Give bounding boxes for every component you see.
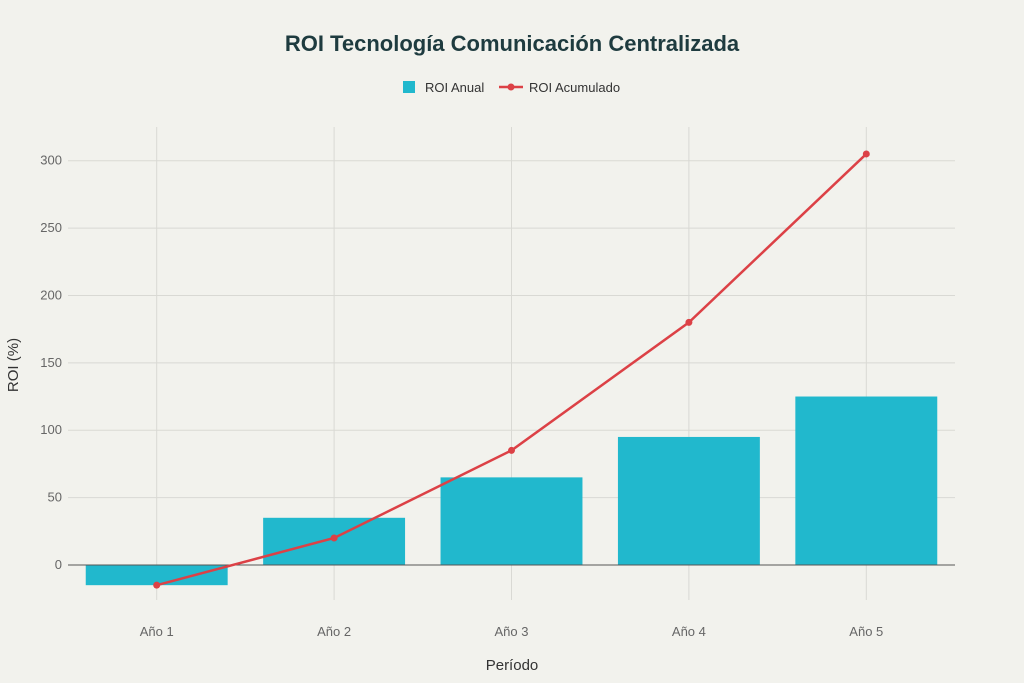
point-roi-acumulado xyxy=(153,581,161,589)
x-tick-label: Año 2 xyxy=(317,624,351,639)
y-tick-label: 300 xyxy=(40,153,62,168)
y-tick-label: 150 xyxy=(40,355,62,370)
y-tick-label: 50 xyxy=(48,490,62,505)
bar-roi-anual xyxy=(795,396,938,565)
point-roi-acumulado xyxy=(862,150,870,158)
legend-marker-roi-acumulado xyxy=(507,83,515,91)
point-roi-acumulado xyxy=(508,446,515,454)
x-tick-label: Año 1 xyxy=(140,624,174,639)
x-tick-label: Año 5 xyxy=(849,624,883,639)
bar-roi-anual xyxy=(440,477,583,565)
y-tick-label: 250 xyxy=(40,220,62,235)
chart-title: ROI Tecnología Comunicación Centralizada xyxy=(285,31,740,56)
legend-label-roi-anual: ROI Anual xyxy=(425,80,484,95)
y-tick-label: 200 xyxy=(40,287,62,302)
legend-swatch-roi-anual xyxy=(403,81,415,93)
legend-label-roi-acumulado: ROI Acumulado xyxy=(529,80,620,95)
point-roi-acumulado xyxy=(685,318,693,326)
x-tick-label: Año 4 xyxy=(672,624,706,639)
bar-roi-anual xyxy=(617,436,760,565)
x-axis-title: Período xyxy=(486,657,539,674)
y-axis-title: ROI (%) xyxy=(5,338,22,392)
x-tick-label: Año 3 xyxy=(495,624,529,639)
y-tick-label: 100 xyxy=(40,422,62,437)
bar-roi-anual xyxy=(85,564,228,586)
point-roi-acumulado xyxy=(330,534,338,542)
y-tick-label: 0 xyxy=(55,557,62,572)
legend: ROI Anual ROI Acumulado xyxy=(403,80,620,95)
